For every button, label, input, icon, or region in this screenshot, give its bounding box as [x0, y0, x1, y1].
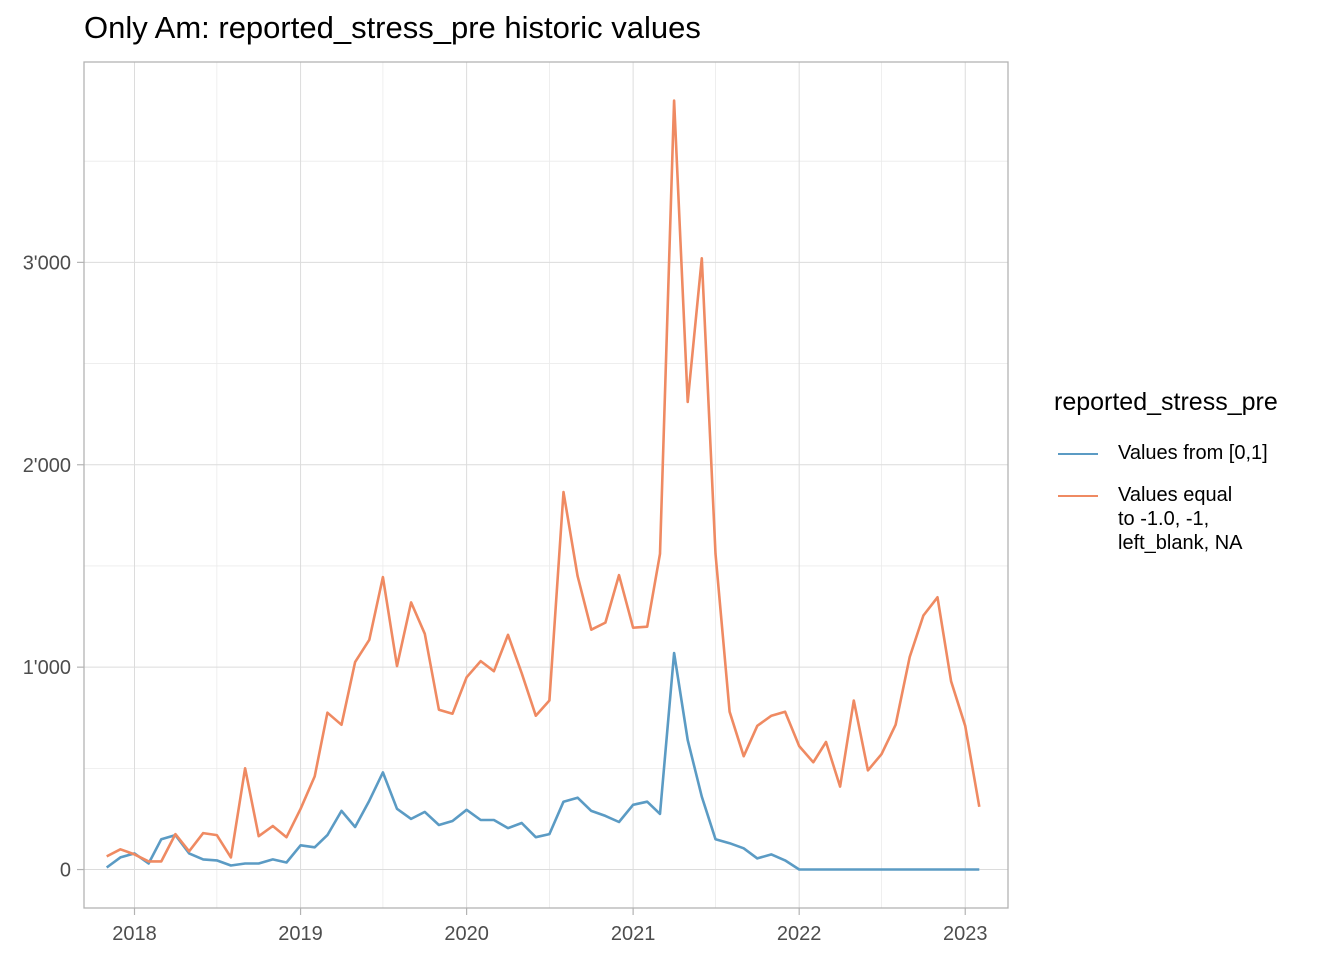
y-tick-label: 3'000: [23, 252, 71, 274]
series-line-values-from-0-1: [105, 651, 980, 871]
x-tick-label: 2020: [444, 923, 489, 945]
y-tick-label: 2'000: [23, 455, 71, 477]
legend-key-blue: [1058, 453, 1098, 455]
y-axis: 0 1'000 2'000 3'000: [23, 252, 84, 882]
minor-gridlines: [84, 62, 1008, 908]
x-tick-label: 2018: [112, 923, 157, 945]
series-line-values-equal-missing: [106, 99, 981, 863]
plot-panel-border: [83, 61, 1009, 909]
series-layer: [105, 99, 981, 871]
chart-title: Only Am: reported_stress_pre historic va…: [84, 10, 701, 45]
legend-label: Values from [0,1]: [1118, 442, 1268, 464]
x-tick-label: 2022: [777, 923, 822, 945]
legend-title: reported_stress_pre: [1054, 388, 1278, 416]
x-tick-label: 2019: [278, 923, 323, 945]
y-tick-label: 0: [60, 860, 71, 882]
legend-item-values-equal: Values equal to -1.0, -1, left_blank, NA: [1054, 483, 1278, 555]
legend-key-orange: [1058, 495, 1098, 497]
y-tick-label: 1'000: [23, 657, 71, 679]
legend-label: Values equal to -1.0, -1, left_blank, NA: [1118, 484, 1243, 554]
x-axis: 2018 2019 2020 2021 2022 2023: [112, 908, 987, 945]
x-tick-label: 2021: [611, 923, 656, 945]
legend-item-values-from-0-1: Values from [0,1]: [1054, 441, 1278, 465]
legend: reported_stress_pre Values from [0,1] Va…: [1054, 388, 1278, 573]
major-gridlines: [84, 62, 1008, 908]
x-tick-label: 2023: [943, 923, 988, 945]
